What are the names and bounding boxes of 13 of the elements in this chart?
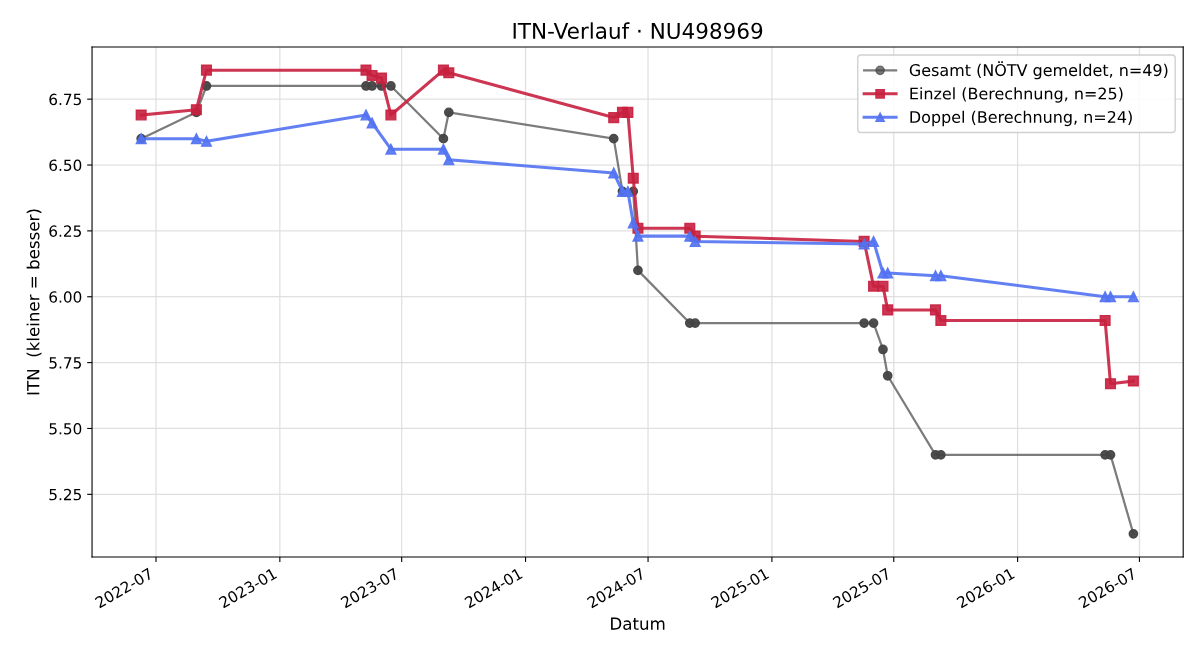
y-tick-label: 6.50 xyxy=(49,159,82,172)
y-tick-label: 5.75 xyxy=(49,357,81,369)
y-tick-label: 6.25 xyxy=(49,225,81,237)
legend-label: Gesamt (NÖTV gemeldet, n=49) xyxy=(909,61,1168,80)
legend-label: Doppel (Berechnung, n=24) xyxy=(910,110,1132,127)
x-axis-title: Datum xyxy=(611,617,665,630)
y-tick-label: 6.00 xyxy=(49,291,82,303)
y-axis-title: ITN (kleiner = besser) xyxy=(26,209,42,395)
y-tick-label: 5.50 xyxy=(49,422,82,435)
legend-label: Einzel (Berechnung, n=25) xyxy=(910,87,1123,103)
chart-title: ITN-Verlauf · NU498969 xyxy=(513,22,763,39)
y-tick-label: 5.25 xyxy=(49,488,81,501)
y-tick-label: 6.75 xyxy=(49,93,81,106)
